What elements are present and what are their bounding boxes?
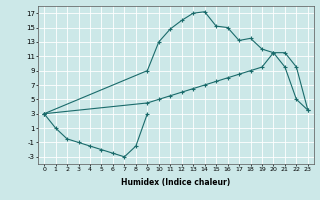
X-axis label: Humidex (Indice chaleur): Humidex (Indice chaleur) [121,178,231,187]
